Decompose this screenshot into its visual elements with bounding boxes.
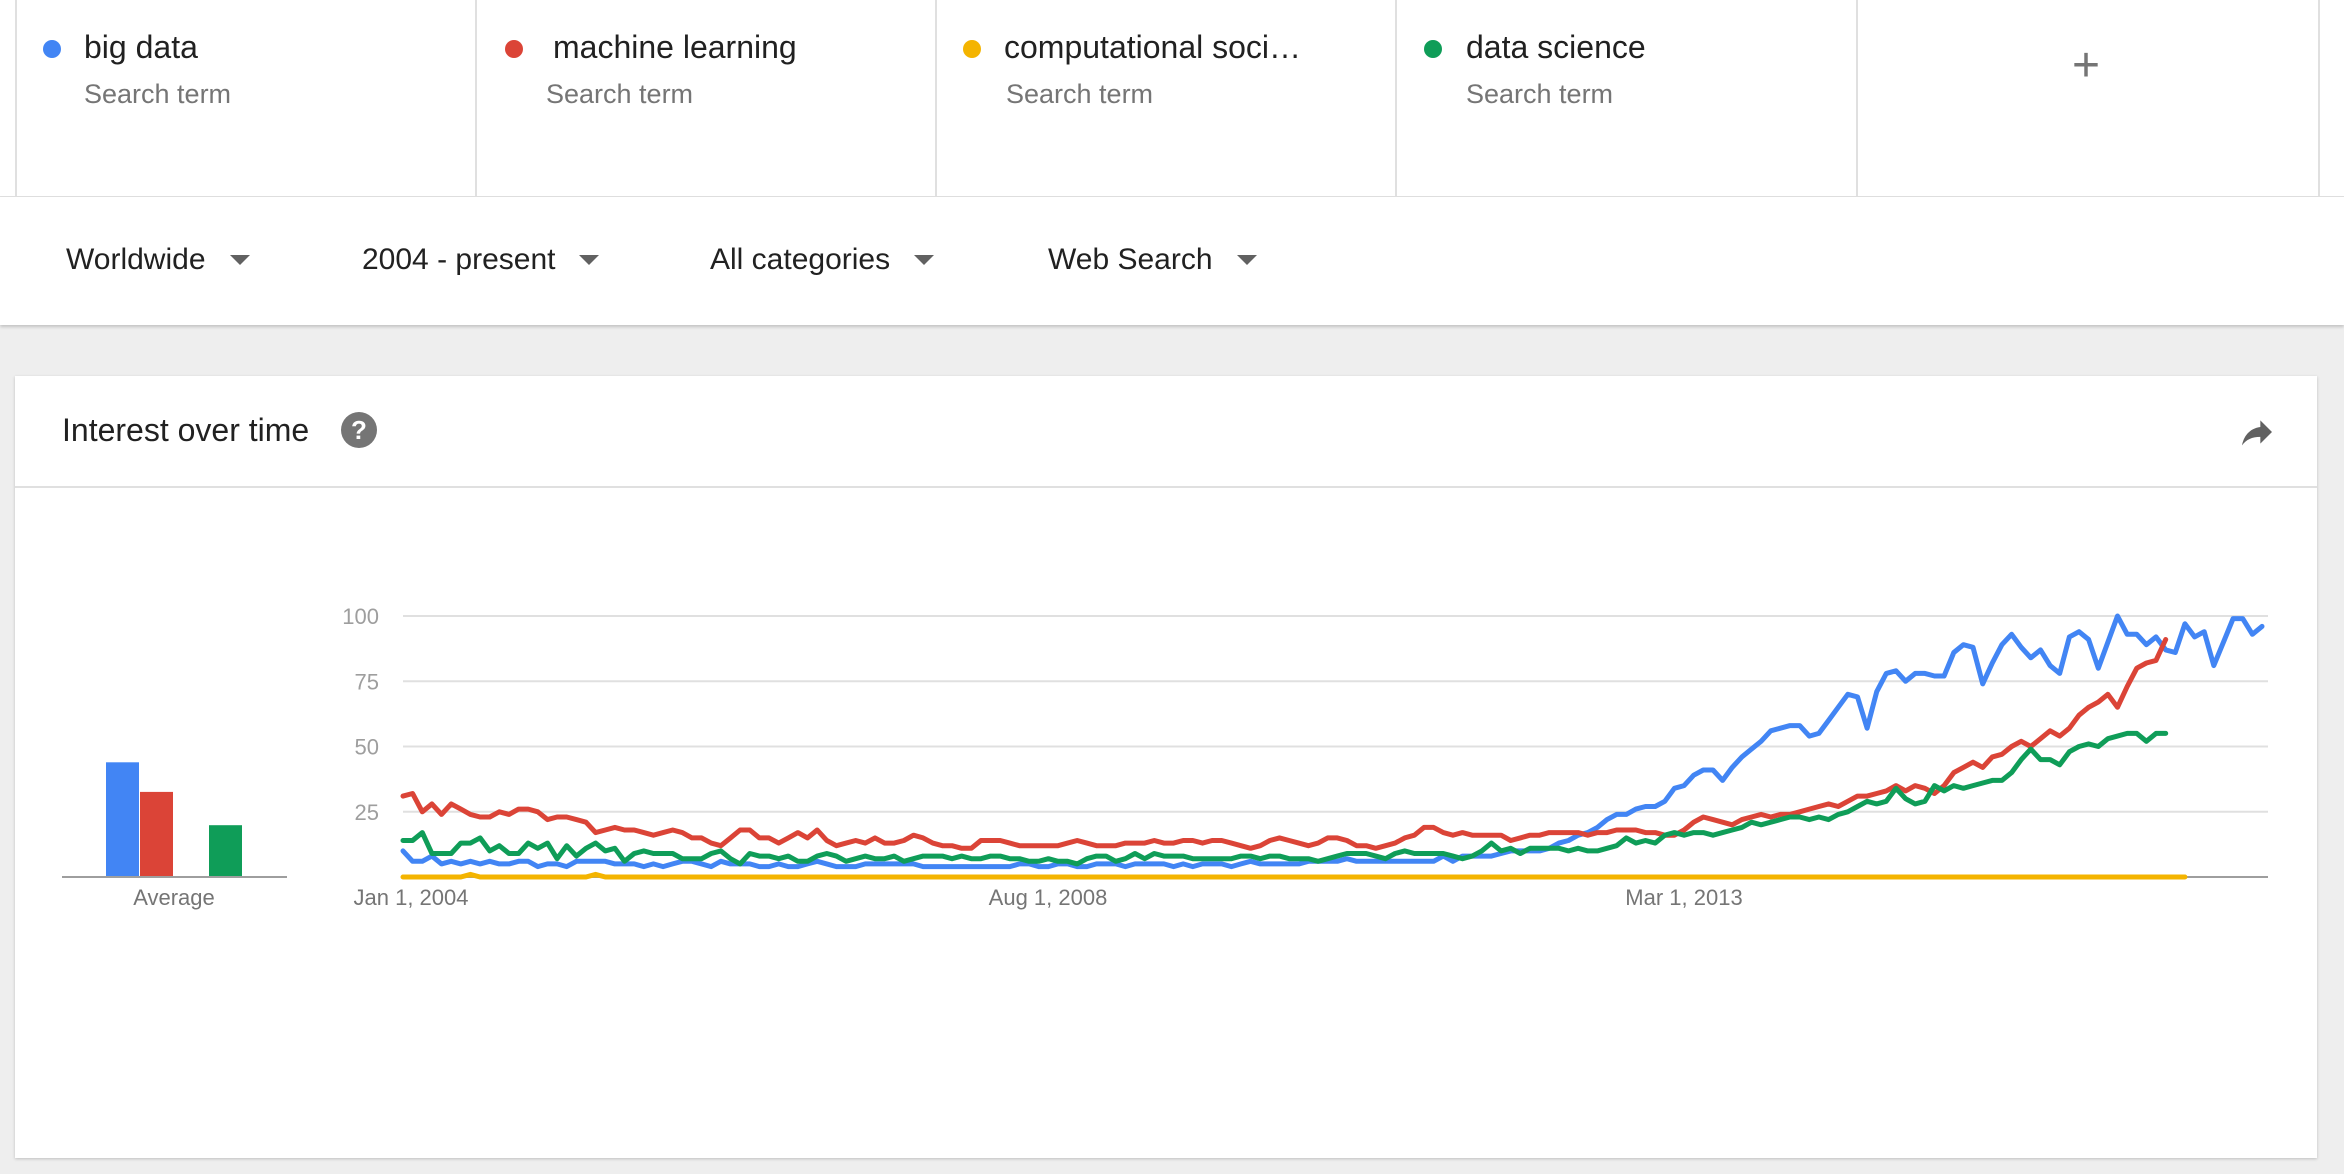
term-type: Search term	[546, 79, 694, 109]
x-tick-label: Aug 1, 2008	[989, 885, 1108, 910]
term-name: data science	[1466, 29, 1646, 65]
x-tick-label: Mar 1, 2013	[1625, 885, 1742, 910]
time-range-label: 2004 - present	[362, 243, 556, 276]
dropdown-arrow-icon	[579, 255, 600, 265]
dropdown-arrow-icon	[229, 255, 250, 265]
average-bar	[209, 825, 242, 877]
category-label: All categories	[710, 243, 891, 276]
card-header: Interest over time ?	[15, 376, 2317, 488]
series-line-big-data	[400, 613, 2265, 870]
card-title: Interest over time	[62, 412, 310, 448]
search-type-dropdown[interactable]: Web Search	[1048, 243, 1257, 277]
add-term-button[interactable]: +	[1856, 0, 2320, 196]
series-color-dot	[963, 40, 981, 58]
term-type: Search term	[1466, 79, 1614, 109]
interest-chart: Average 25 50 75 100 Jan 1, 2004 Aug 1, 2008 Ma…	[62, 604, 2268, 910]
time-range-dropdown[interactable]: 2004 - present	[362, 243, 600, 277]
filter-bar: Worldwide 2004 - present All categories …	[0, 197, 2344, 325]
series-line-computational-soci	[400, 871, 2188, 880]
series-line-machine-learning	[400, 637, 2169, 851]
plus-icon: +	[2072, 39, 2101, 92]
x-tick-label: Jan 1, 2004	[354, 885, 469, 910]
term-name: big data	[84, 29, 198, 65]
series-color-dot	[43, 40, 61, 58]
term-card-data-science[interactable]: data science Search term	[1395, 0, 1855, 196]
average-bar	[140, 791, 173, 877]
term-card-machine-learning[interactable]: machine learning Search term	[475, 0, 935, 196]
term-type: Search term	[84, 79, 232, 109]
search-type-label: Web Search	[1048, 243, 1213, 276]
search-terms-bar: big data Search term machine learning Se…	[0, 0, 2344, 197]
average-bar	[106, 762, 139, 877]
y-tick-label: 100	[342, 604, 379, 629]
region-label: Worldwide	[66, 243, 206, 276]
term-card-big-data[interactable]: big data Search term	[15, 0, 475, 196]
y-tick-label: 25	[355, 800, 379, 825]
dropdown-arrow-icon	[914, 255, 935, 265]
term-type: Search term	[1006, 79, 1154, 109]
y-tick-label: 50	[355, 735, 379, 760]
help-icon[interactable]: ?	[341, 412, 377, 448]
category-dropdown[interactable]: All categories	[710, 243, 935, 277]
average-label: Average	[133, 885, 215, 910]
region-dropdown[interactable]: Worldwide	[66, 243, 250, 277]
term-name: machine learning	[553, 29, 797, 65]
term-card-computational-social-science[interactable]: computational soci… Search term	[935, 0, 1395, 196]
y-tick-label: 75	[355, 669, 379, 694]
series-line-data-science	[400, 730, 2169, 867]
series-color-dot	[1424, 40, 1442, 58]
term-name: computational soci…	[1004, 29, 1302, 65]
share-icon[interactable]	[2237, 412, 2277, 452]
interest-over-time-card: Interest over time ? Average 25 50 75 100 Jan…	[15, 376, 2317, 1158]
dropdown-arrow-icon	[1236, 255, 1257, 265]
series-color-dot	[505, 40, 523, 58]
